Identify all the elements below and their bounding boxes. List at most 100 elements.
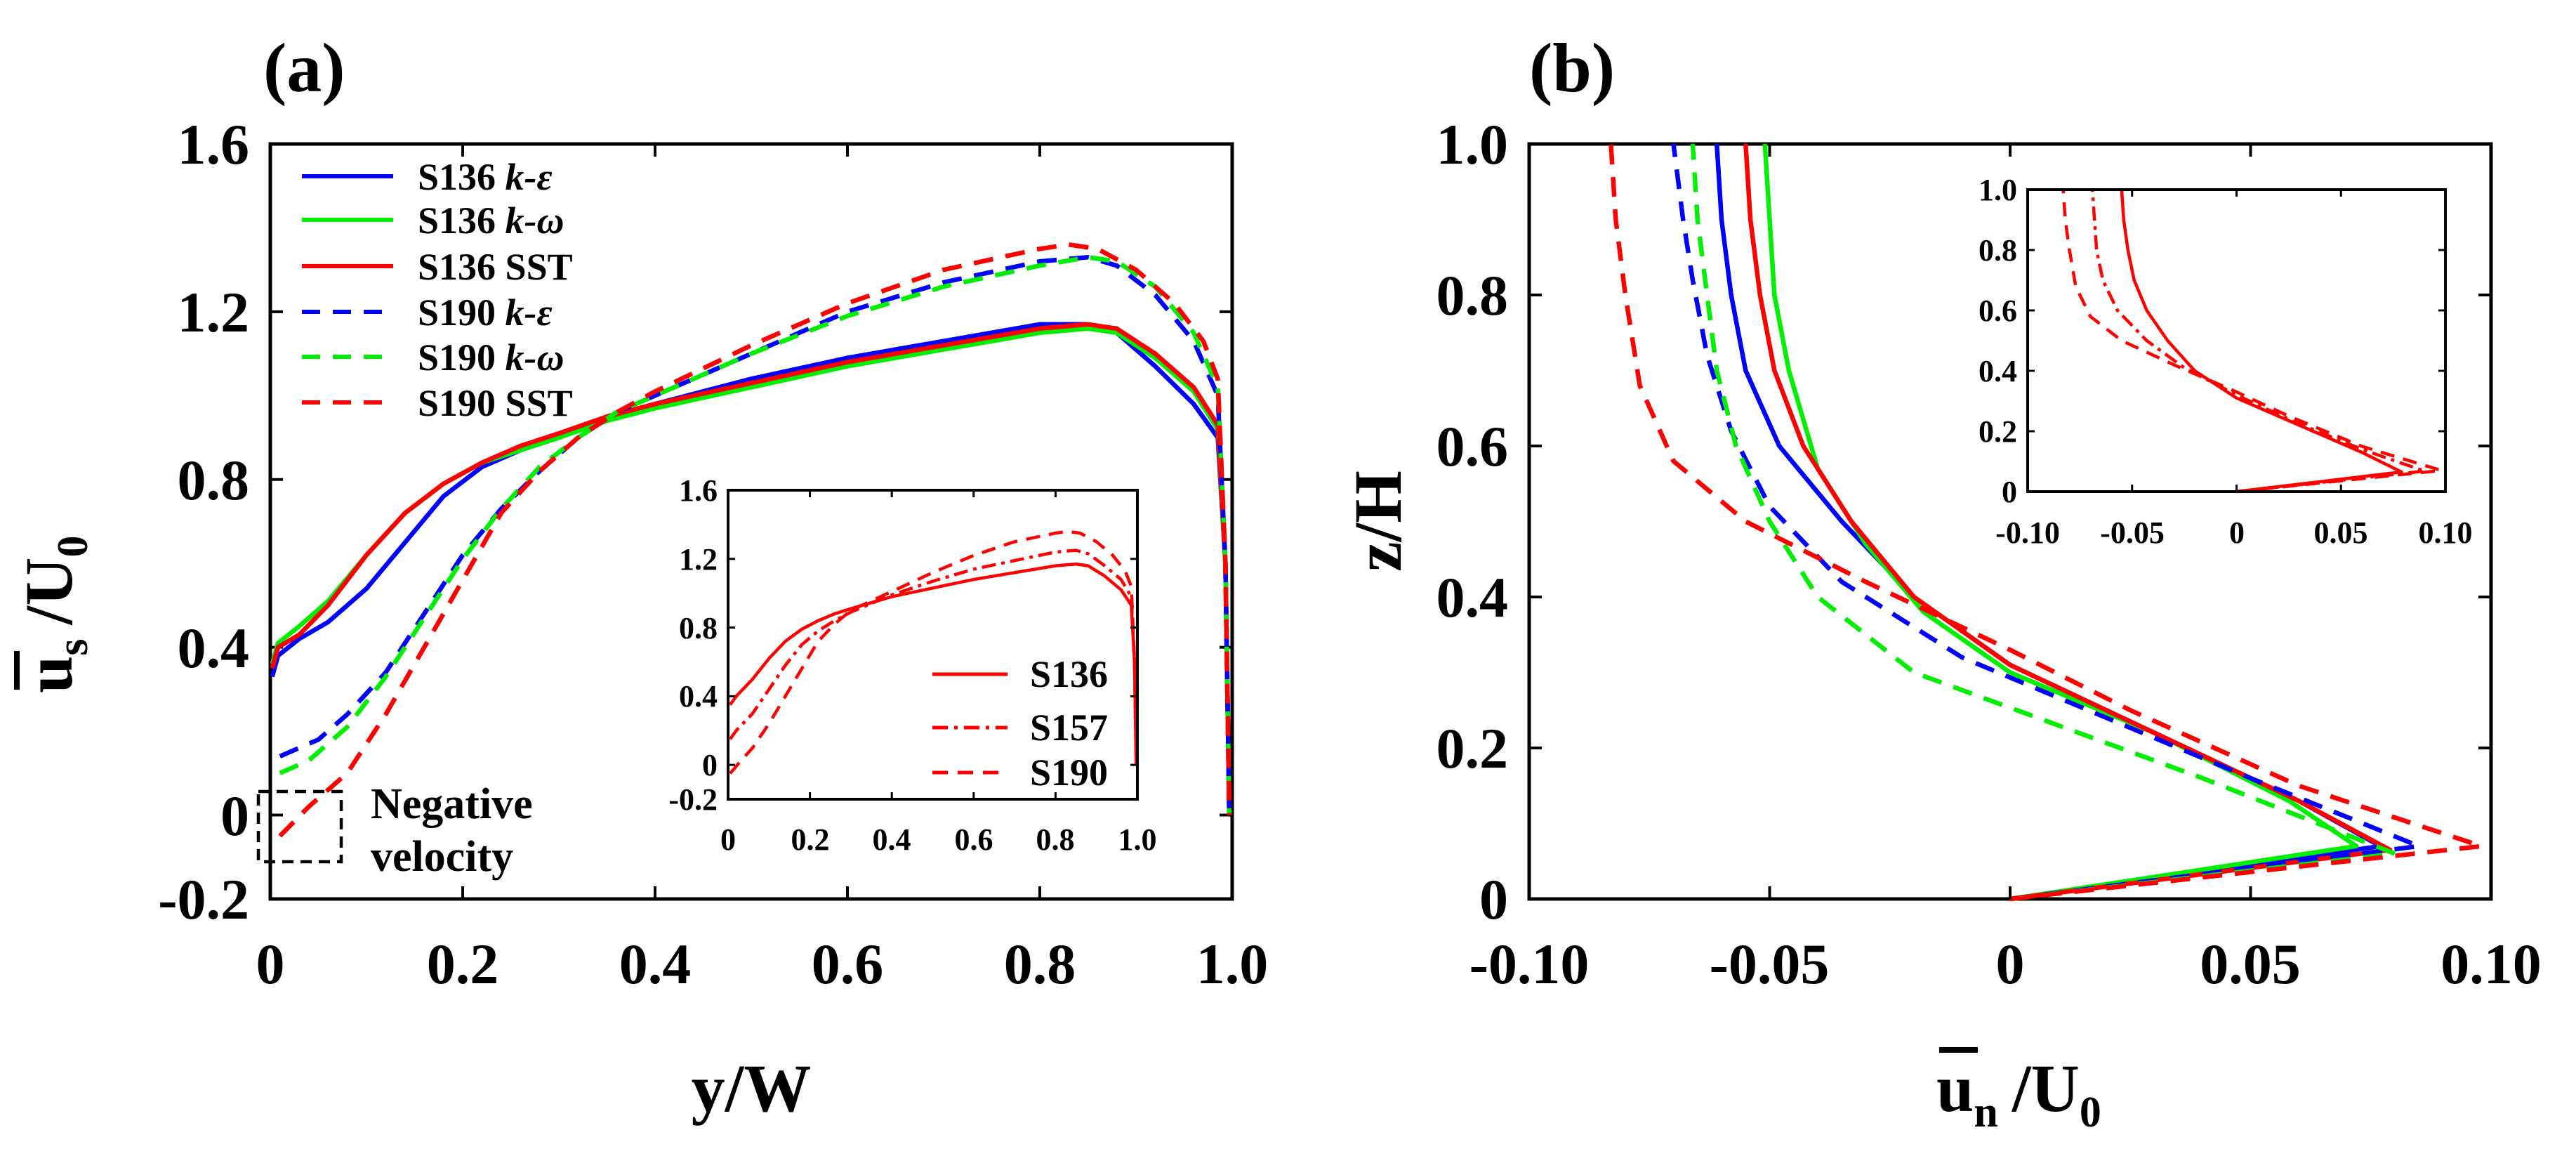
panel-b-xtick-label: 0.05 — [2200, 932, 2301, 996]
panel-b-ytick-label: 0.2 — [1436, 716, 1509, 780]
panel-a-inset-bg — [728, 490, 1137, 799]
inset-ytick-label: 0.4 — [679, 679, 718, 714]
panel-b-ytick-label: 0.6 — [1436, 414, 1509, 478]
panel-b-series — [1609, 143, 2484, 902]
panel-b-ylabel: z/H — [1340, 471, 1415, 572]
inset-ytick-label: -0.2 — [668, 782, 718, 817]
panel-b-xlabel: un/U0 — [1936, 1047, 2101, 1136]
panel-a-xtick-label: 0.6 — [812, 932, 884, 996]
inset-ytick-label: 0.8 — [1979, 233, 2017, 268]
inset-ytick-label: 0.6 — [1979, 294, 2017, 328]
panel-b-ytick-label: 0 — [1479, 867, 1508, 931]
inset-xtick-label: 0.4 — [873, 822, 911, 857]
panel-a-axes-frame — [268, 142, 1234, 901]
panel-a-ytick-label: 1.2 — [178, 280, 250, 344]
inset-ytick-label: 1.2 — [679, 542, 718, 577]
negative-velocity-box — [256, 789, 343, 864]
panel-a-ytick-label: 1.6 — [178, 112, 250, 176]
series-line-s136 — [2120, 189, 2403, 494]
panel-b-label: (b) — [1529, 29, 1615, 107]
panel-b-ytick-labels: 0 0.2 0.4 0.6 0.8 1.0 — [1436, 112, 1509, 931]
inset-xtick-label: 0 — [2229, 515, 2245, 550]
panel-a-ytick-label: 0 — [220, 784, 249, 848]
panel-b-xtick-label: -0.10 — [1469, 932, 1590, 996]
panel-a-label: (a) — [263, 29, 345, 107]
series-line-s190 — [2061, 189, 2443, 494]
panel-a-inset-ytick-labels: -0.2 0 0.4 0.8 1.2 1.6 — [668, 473, 718, 817]
inset-legend-label: S157 — [1030, 707, 1108, 749]
legend-label: S136 SST — [418, 246, 573, 288]
panel-b: (b) -0.10 -0.05 0 0.05 0.10 0 0.2 0.4 0.… — [1340, 29, 2542, 1136]
panel-a-inset-ticks — [727, 489, 1139, 801]
panel-a-legend: S136 k-ε S136 k-ω S136 SST S190 k-ε S190… — [302, 156, 573, 424]
inset-xtick-label: 0.6 — [955, 822, 993, 857]
series-line-s190-sst — [1609, 143, 2484, 902]
legend-label: S136 k-ε — [418, 156, 553, 198]
series-line-s136 — [729, 562, 1138, 766]
inset-ytick-label: 0 — [2002, 475, 2017, 509]
panel-a-ytick-labels: -0.2 0 0.4 0.8 1.2 1.6 — [158, 112, 249, 931]
panel-a-series — [270, 242, 1232, 838]
inset-ytick-label: 0.4 — [1979, 354, 2017, 388]
inset-xtick-label: -0.05 — [2100, 515, 2165, 550]
panel-a-xtick-label: 1.0 — [1196, 932, 1269, 996]
panel-a-ytick-label: 0.8 — [178, 448, 250, 512]
panel-b-ytick-label: 1.0 — [1436, 112, 1509, 176]
negative-velocity-label: Negative — [371, 780, 533, 828]
panel-a-xtick-label: 0.8 — [1004, 932, 1076, 996]
inset-ytick-label: 0 — [702, 748, 718, 782]
inset-xtick-label: 0.10 — [2419, 515, 2473, 550]
panel-a-xtick-label: 0 — [256, 932, 285, 996]
series-line-s136-k- — [1762, 143, 2359, 902]
panel-a-ytick-label: -0.2 — [158, 867, 249, 931]
panel-a-ticks — [269, 143, 1234, 900]
panel-a-inset-frame — [727, 489, 1139, 801]
panel-a: (a) 0 0.2 0.4 0.6 0.8 1.0 -0.2 0 0.4 0.8… — [11, 29, 1268, 1126]
inset-legend-label: S136 — [1030, 653, 1108, 695]
panel-b-inset: -0.10 -0.05 0 0.05 0.10 0 0.2 0.4 0.6 0.… — [1979, 173, 2473, 550]
panel-a-xtick-labels: 0 0.2 0.4 0.6 0.8 1.0 — [256, 932, 1269, 996]
legend-label: S190 SST — [418, 382, 573, 424]
inset-xtick-label: 0.8 — [1036, 822, 1075, 857]
panel-a-inset-xtick-labels: 0 0.2 0.4 0.6 0.8 1.0 — [720, 822, 1157, 857]
panel-a-xtick-label: 0.2 — [427, 932, 499, 996]
panel-b-xtick-label: 0 — [1996, 932, 2025, 996]
panel-b-inset-xtick-labels: -0.10 -0.05 0 0.05 0.10 — [1995, 515, 2472, 550]
legend-label: S190 k-ε — [418, 291, 553, 334]
inset-xtick-label: 1.0 — [1118, 822, 1157, 857]
series-line-s190-k- — [1671, 143, 2422, 902]
panel-b-ytick-label: 0.8 — [1436, 263, 1509, 327]
series-line-s190 — [729, 530, 1138, 775]
inset-xtick-label: 0.05 — [2314, 515, 2368, 550]
negative-velocity-label: velocity — [371, 833, 513, 881]
series-line-s190-k- — [279, 255, 1232, 815]
panel-b-inset-ticks — [2026, 188, 2447, 493]
inset-ytick-label: 1.0 — [1979, 173, 2017, 207]
panel-a-xlabel: y/W — [692, 1051, 812, 1126]
panel-a-inset: 0 0.2 0.4 0.6 0.8 1.0 -0.2 0 0.4 0.8 1.2… — [668, 473, 1156, 857]
panel-b-ytick-label: 0.4 — [1436, 565, 1509, 629]
panel-b-inset-series — [2061, 189, 2443, 494]
inset-ytick-label: 0.2 — [1979, 414, 2017, 449]
panel-b-inset-ytick-labels: 0 0.2 0.4 0.6 0.8 1.0 — [1979, 173, 2017, 509]
panel-b-xlabel-text: un/U0 — [1936, 1051, 2101, 1136]
inset-ytick-label: 0.8 — [679, 611, 718, 645]
inset-xtick-label: 0.2 — [791, 822, 830, 857]
panel-b-xtick-labels: -0.10 -0.05 0 0.05 0.10 — [1469, 932, 2542, 996]
legend-label: S136 k-ω — [418, 199, 564, 242]
inset-xtick-label: -0.10 — [1995, 515, 2060, 550]
series-line-s136-sst — [1743, 143, 2393, 902]
panel-a-ytick-label: 0.4 — [178, 616, 250, 680]
panel-b-ticks — [1528, 143, 2492, 900]
panel-b-xtick-label: 0.10 — [2440, 932, 2542, 996]
legend-label: S190 k-ω — [418, 336, 564, 379]
series-line-s136-sst — [270, 322, 1232, 815]
panel-a-xtick-label: 0.4 — [619, 932, 692, 996]
panel-a-inset-series — [729, 530, 1138, 775]
panel-a-ylabel: us/U0 — [11, 535, 97, 693]
panel-b-xtick-label: -0.05 — [1710, 932, 1830, 996]
series-line-s190-k- — [1690, 143, 2398, 902]
series-line-s157 — [729, 549, 1138, 766]
panel-b-inset-bg — [2028, 190, 2445, 492]
